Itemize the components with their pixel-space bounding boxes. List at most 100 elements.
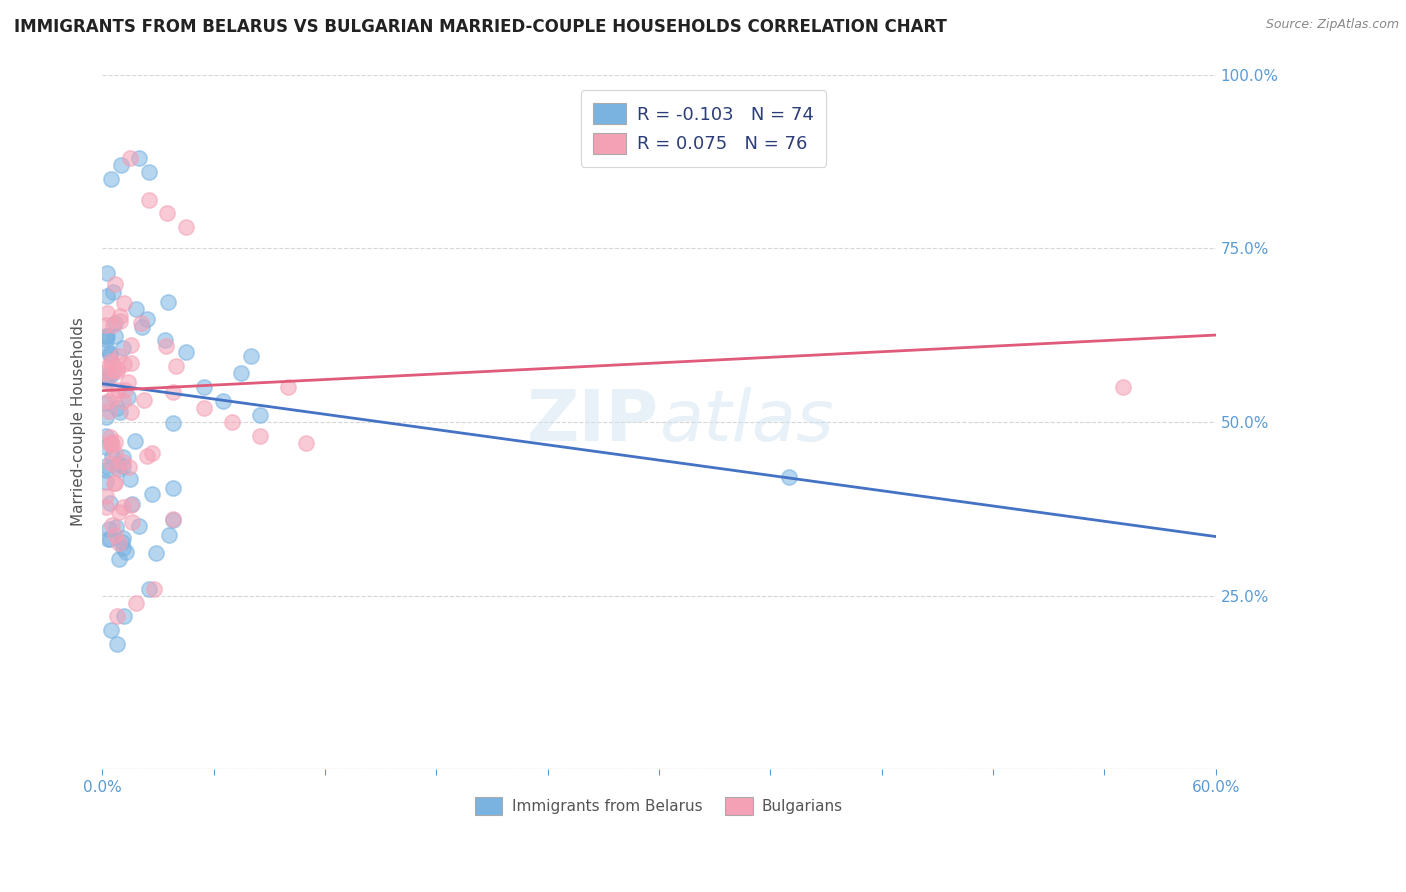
- Point: [118, 459, 141, 474]
- Point: [108, 405, 131, 419]
- Point: [211, 394, 233, 409]
- Point: [96, 289, 118, 303]
- Point: [124, 434, 146, 449]
- Point: [94, 475, 117, 489]
- Point: [114, 383, 136, 397]
- Point: [134, 392, 156, 407]
- Point: [131, 319, 153, 334]
- Point: [778, 470, 800, 484]
- Point: [107, 384, 129, 398]
- Point: [141, 446, 163, 460]
- Point: [103, 277, 125, 292]
- Point: [94, 332, 117, 346]
- Point: [143, 582, 166, 596]
- Point: [239, 349, 262, 363]
- Point: [112, 341, 135, 355]
- Point: [112, 455, 135, 469]
- Point: [107, 458, 129, 472]
- Point: [115, 544, 138, 558]
- Legend: Immigrants from Belarus, Bulgarians: Immigrants from Belarus, Bulgarians: [465, 789, 852, 824]
- Point: [108, 309, 131, 323]
- Point: [157, 295, 180, 310]
- Point: [98, 345, 121, 359]
- Point: [162, 385, 184, 400]
- Point: [112, 500, 135, 514]
- Point: [136, 312, 159, 326]
- Point: [96, 306, 118, 320]
- Point: [138, 582, 160, 596]
- Point: [118, 472, 141, 486]
- Text: IMMIGRANTS FROM BELARUS VS BULGARIAN MARRIED-COUPLE HOUSEHOLDS CORRELATION CHART: IMMIGRANTS FROM BELARUS VS BULGARIAN MAR…: [14, 18, 946, 36]
- Point: [103, 389, 125, 403]
- Point: [111, 450, 134, 464]
- Point: [105, 362, 128, 376]
- Point: [120, 338, 142, 352]
- Point: [117, 390, 139, 404]
- Point: [112, 458, 135, 473]
- Point: [105, 459, 128, 474]
- Point: [101, 285, 124, 299]
- Point: [94, 500, 117, 514]
- Point: [124, 596, 146, 610]
- Point: [104, 520, 127, 534]
- Point: [153, 334, 176, 348]
- Point: [100, 354, 122, 368]
- Point: [107, 552, 129, 566]
- Point: [110, 158, 132, 172]
- Point: [120, 356, 142, 370]
- Point: [104, 316, 127, 330]
- Point: [121, 497, 143, 511]
- Point: [94, 368, 117, 382]
- Point: [128, 519, 150, 533]
- Point: [111, 535, 134, 549]
- Point: [98, 496, 121, 510]
- Point: [97, 522, 120, 536]
- Point: [97, 360, 120, 375]
- Point: [104, 445, 127, 459]
- Point: [162, 513, 184, 527]
- Point: [107, 462, 129, 476]
- Point: [129, 317, 152, 331]
- Point: [156, 206, 179, 220]
- Point: [100, 368, 122, 383]
- Point: [117, 375, 139, 389]
- Point: [136, 450, 159, 464]
- Point: [108, 314, 131, 328]
- Text: Source: ZipAtlas.com: Source: ZipAtlas.com: [1265, 18, 1399, 31]
- Point: [111, 541, 134, 555]
- Point: [100, 434, 122, 449]
- Point: [97, 393, 120, 408]
- Point: [105, 637, 128, 651]
- Point: [98, 533, 121, 547]
- Point: [103, 434, 125, 449]
- Point: [128, 151, 150, 165]
- Text: atlas: atlas: [659, 387, 834, 457]
- Point: [162, 481, 184, 495]
- Point: [103, 363, 125, 377]
- Point: [1112, 380, 1135, 394]
- Point: [104, 329, 127, 343]
- Point: [100, 438, 122, 452]
- Point: [138, 165, 160, 179]
- Point: [141, 487, 163, 501]
- Point: [221, 415, 243, 429]
- Point: [120, 405, 142, 419]
- Point: [94, 328, 117, 343]
- Point: [162, 512, 184, 526]
- Point: [165, 359, 187, 374]
- Point: [112, 295, 135, 310]
- Point: [105, 364, 128, 378]
- Point: [125, 301, 148, 316]
- Point: [193, 380, 215, 394]
- Point: [108, 349, 131, 363]
- Point: [100, 171, 122, 186]
- Text: ZIP: ZIP: [527, 387, 659, 457]
- Point: [104, 528, 127, 542]
- Point: [155, 338, 177, 352]
- Point: [157, 528, 180, 542]
- Point: [94, 365, 117, 379]
- Point: [174, 345, 197, 359]
- Point: [112, 357, 135, 371]
- Point: [94, 463, 117, 477]
- Point: [231, 366, 253, 380]
